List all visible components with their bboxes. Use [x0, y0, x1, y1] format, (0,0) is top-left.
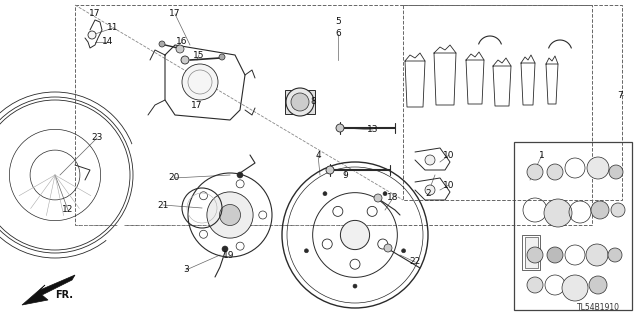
- Text: 19: 19: [223, 250, 235, 259]
- Circle shape: [350, 259, 360, 269]
- Circle shape: [591, 201, 609, 219]
- Circle shape: [220, 204, 241, 226]
- Circle shape: [527, 277, 543, 293]
- Circle shape: [586, 244, 608, 266]
- Circle shape: [609, 165, 623, 179]
- Text: 8: 8: [310, 98, 316, 107]
- Circle shape: [222, 246, 228, 252]
- Text: 9: 9: [342, 170, 348, 180]
- Circle shape: [384, 244, 392, 252]
- Circle shape: [547, 164, 563, 180]
- Circle shape: [159, 41, 165, 47]
- Circle shape: [367, 206, 377, 216]
- Circle shape: [562, 275, 588, 301]
- Text: 11: 11: [108, 24, 119, 33]
- Text: 5: 5: [335, 18, 341, 26]
- Circle shape: [333, 206, 343, 216]
- Circle shape: [587, 157, 609, 179]
- Circle shape: [200, 230, 207, 238]
- Circle shape: [544, 199, 572, 227]
- Text: 12: 12: [62, 205, 74, 214]
- Circle shape: [323, 192, 327, 196]
- Circle shape: [547, 247, 563, 263]
- Text: 23: 23: [92, 133, 102, 143]
- Circle shape: [608, 248, 622, 262]
- Circle shape: [219, 54, 225, 60]
- Text: 14: 14: [102, 38, 114, 47]
- Text: 20: 20: [168, 174, 180, 182]
- Text: 6: 6: [335, 29, 341, 39]
- Text: 7: 7: [617, 91, 623, 100]
- Text: 17: 17: [191, 100, 203, 109]
- Text: 17: 17: [169, 10, 180, 19]
- Text: 1: 1: [539, 151, 545, 160]
- Text: 16: 16: [176, 38, 188, 47]
- Circle shape: [353, 284, 357, 288]
- Circle shape: [326, 166, 334, 174]
- Circle shape: [589, 276, 607, 294]
- Circle shape: [374, 194, 382, 202]
- Circle shape: [291, 93, 309, 111]
- Circle shape: [236, 180, 244, 188]
- Text: TL54B1910: TL54B1910: [577, 303, 620, 312]
- Polygon shape: [525, 237, 538, 268]
- Circle shape: [425, 185, 435, 195]
- Text: 21: 21: [157, 201, 169, 210]
- Circle shape: [88, 31, 96, 39]
- Text: 4: 4: [315, 151, 321, 160]
- Circle shape: [378, 239, 388, 249]
- Circle shape: [383, 192, 387, 196]
- Circle shape: [181, 56, 189, 64]
- Circle shape: [200, 192, 207, 200]
- Circle shape: [236, 242, 244, 250]
- Text: 10: 10: [444, 151, 455, 160]
- Circle shape: [322, 239, 332, 249]
- Polygon shape: [22, 275, 75, 305]
- Text: 10: 10: [444, 181, 455, 189]
- Circle shape: [401, 249, 406, 253]
- Text: 2: 2: [425, 189, 431, 197]
- Circle shape: [207, 192, 253, 238]
- Circle shape: [425, 155, 435, 165]
- Circle shape: [611, 203, 625, 217]
- Circle shape: [176, 45, 184, 53]
- Circle shape: [286, 88, 314, 116]
- Circle shape: [237, 172, 243, 178]
- Text: 15: 15: [193, 50, 205, 60]
- Circle shape: [336, 124, 344, 132]
- Text: 13: 13: [367, 125, 379, 135]
- Text: 22: 22: [410, 257, 420, 266]
- Text: 18: 18: [387, 194, 399, 203]
- Text: 3: 3: [183, 265, 189, 275]
- Circle shape: [527, 247, 543, 263]
- Circle shape: [305, 249, 308, 253]
- Text: 17: 17: [89, 10, 100, 19]
- Text: FR.: FR.: [55, 290, 73, 300]
- Circle shape: [259, 211, 267, 219]
- Circle shape: [340, 220, 370, 249]
- Circle shape: [527, 164, 543, 180]
- Polygon shape: [285, 90, 315, 114]
- Circle shape: [182, 64, 218, 100]
